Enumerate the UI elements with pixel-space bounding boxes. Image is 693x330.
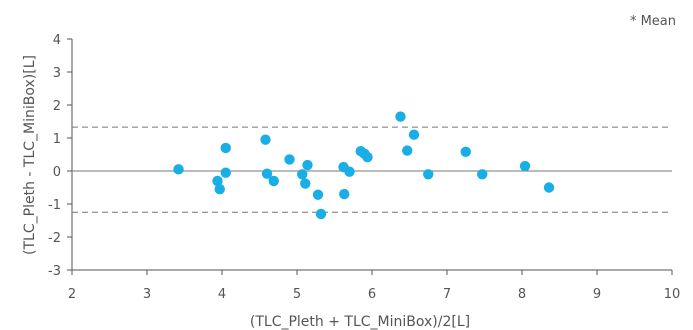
y-tick-label: 1 [53, 132, 61, 147]
scatter-point [268, 175, 279, 187]
scatter-point [477, 169, 488, 180]
x-tick-label: 9 [593, 287, 601, 302]
scatter-point [212, 175, 223, 187]
y-tick-label: 0 [53, 165, 61, 180]
scatter-point [220, 142, 231, 154]
y-tick-label: -2 [48, 231, 61, 246]
y-tick-label: 2 [53, 99, 61, 114]
reference-lines [72, 126, 672, 213]
x-tick-label: 8 [518, 287, 526, 302]
scatter-point [362, 151, 373, 163]
scatter-point [302, 159, 313, 171]
x-axis: 2 3 4 5 6 7 8 9 10 [68, 269, 681, 302]
x-axis-title: (TLC_Pleth + TLC_MiniBox)/2[L] [250, 314, 470, 330]
mean-note: * Mean [630, 14, 676, 29]
scatter-point [543, 182, 555, 193]
scatter-point [284, 154, 295, 165]
x-tick-label: 6 [368, 287, 376, 302]
scatter-point [408, 129, 420, 140]
y-tick-label: 3 [53, 66, 61, 81]
scatter-point [220, 167, 231, 178]
y-tick-label: 4 [53, 33, 61, 48]
x-tick-label: 2 [68, 287, 76, 302]
scatter-point [344, 166, 355, 177]
scatter-point [519, 160, 531, 172]
data-points [173, 111, 555, 220]
scatter-point [214, 183, 225, 195]
x-tick-label: 4 [218, 287, 226, 302]
x-tick-label: 7 [443, 287, 451, 302]
scatter-point [300, 178, 311, 189]
scatter-point [402, 145, 413, 156]
y-tick-label: -3 [48, 264, 61, 279]
scatter-point [173, 164, 184, 175]
x-tick-label: 5 [293, 287, 301, 302]
y-axis-title: (TLC_Pleth - TLC_MiniBox)[L] [22, 55, 38, 255]
y-tick-label: -1 [48, 198, 61, 213]
scatter-point [315, 208, 327, 220]
scatter-point [339, 188, 350, 200]
scatter-point [395, 111, 406, 122]
scatter-point [460, 146, 471, 158]
scatter-point [423, 169, 434, 180]
scatter-point [260, 134, 271, 145]
scatter-point [261, 168, 273, 179]
scatter-point [297, 169, 308, 180]
x-tick-label: 10 [664, 287, 681, 302]
scatter-point [312, 189, 324, 200]
y-axis: 4 3 2 1 0 -1 -2 -3 [48, 33, 73, 279]
x-tick-label: 3 [143, 287, 151, 302]
